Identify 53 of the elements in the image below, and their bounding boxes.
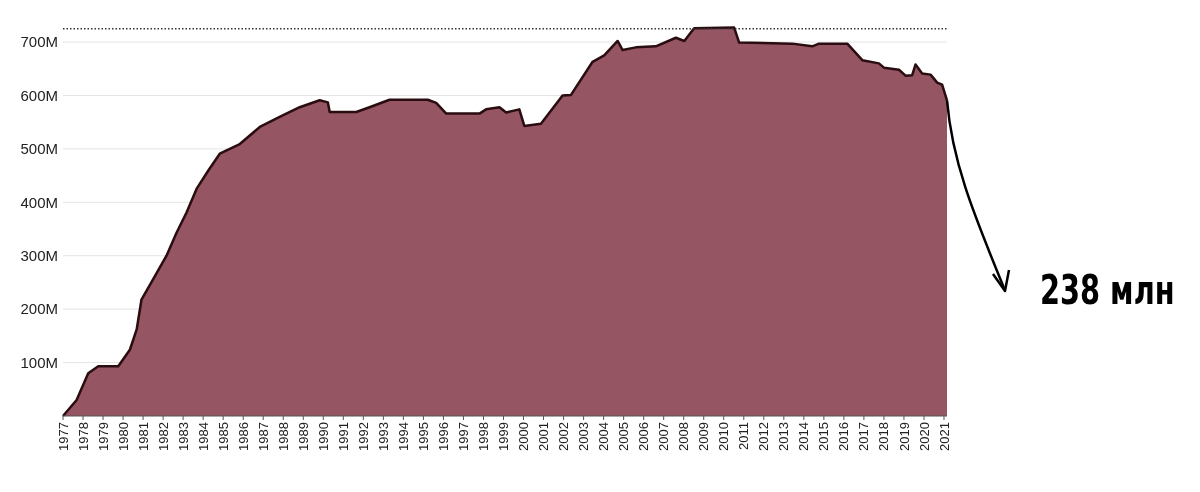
y-tick-label: 600M: [20, 86, 58, 104]
x-tick-label: 2013: [776, 422, 792, 451]
x-tick-label: 2004: [596, 422, 612, 451]
x-tick-label: 2014: [796, 422, 812, 451]
x-tick-label: 2002: [556, 422, 572, 451]
x-tick-label: 2011: [736, 422, 752, 450]
x-tick-label: 2015: [816, 422, 832, 451]
x-tick-label: 2005: [616, 422, 632, 451]
x-tick-label: 2018: [876, 422, 892, 451]
x-tick-label: 2003: [576, 422, 592, 451]
x-tick-label: 2017: [856, 422, 872, 451]
x-tick-label: 2021: [936, 422, 952, 451]
x-tick-label: 1985: [215, 422, 231, 451]
x-tick-label: 2009: [696, 422, 712, 451]
text: 238 млн: [1040, 267, 1175, 314]
x-tick-label: 2012: [756, 422, 772, 451]
x-tick-label: 2020: [916, 422, 932, 451]
x-tick-label: 1997: [456, 422, 471, 451]
x-tick-label: 1996: [435, 422, 451, 451]
x-tick-label: 1983: [175, 422, 191, 451]
x-tick-label: 2006: [636, 422, 652, 451]
x-tick-label: 1999: [496, 422, 512, 451]
y-tick-label: 500M: [20, 140, 58, 158]
x-tick-label: 2000: [516, 422, 532, 451]
x-tick-label: 1995: [415, 422, 431, 451]
x-tick-label: 2001: [536, 422, 552, 451]
y-tick-label: 200M: [20, 300, 58, 318]
x-tick-label: 2007: [656, 422, 672, 451]
x-tick-label: 1984: [195, 422, 211, 451]
x-tick-label: 1982: [155, 422, 171, 451]
x-tick-label: 1988: [275, 422, 291, 451]
y-tick-label: 700M: [20, 33, 58, 51]
y-tick-label: 400M: [20, 193, 58, 211]
x-tick-label: 1980: [115, 422, 131, 451]
y-tick-label: 300M: [20, 246, 58, 264]
x-tick-label: 2016: [836, 422, 852, 451]
x-tick-label: 1992: [355, 422, 371, 451]
x-tick-label: 2008: [676, 422, 692, 451]
x-tick-label: 1987: [255, 422, 271, 451]
x-tick-label: 1989: [295, 422, 311, 451]
x-tick-label: 1977: [55, 422, 71, 451]
x-tick-label: 2010: [716, 422, 732, 451]
x-tick-label: 1994: [395, 422, 411, 451]
x-tick-label: 1978: [75, 422, 91, 451]
x-tick-label: 2019: [896, 422, 912, 451]
x-tick-label: 1991: [335, 422, 351, 451]
x-tick-label: 1979: [95, 422, 111, 451]
x-tick-label: 1990: [315, 422, 331, 451]
x-tick-label: 1981: [135, 422, 151, 451]
x-tick-label: 1986: [235, 422, 251, 451]
x-tick-label: 1993: [375, 422, 391, 451]
y-tick-label: 100M: [20, 353, 58, 371]
x-tick-label: 1998: [476, 422, 492, 451]
